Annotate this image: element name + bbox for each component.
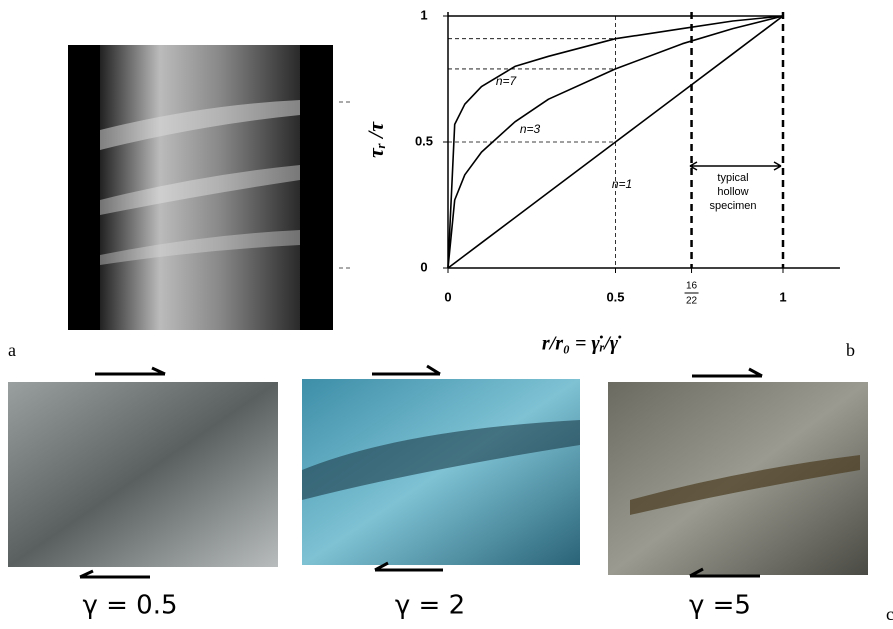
- curve: [447, 15, 784, 269]
- y-axis-label: τᵣ /τ: [363, 121, 388, 158]
- caption: γ = 2: [395, 591, 465, 621]
- y-tick-label: 0.5: [415, 133, 433, 148]
- annotation: specimen: [709, 200, 756, 212]
- panel-label: b: [846, 340, 855, 360]
- svg-text:16: 16: [686, 281, 698, 292]
- specimen-photo: [68, 45, 351, 330]
- x-tick-label: 1: [779, 289, 786, 304]
- caption: γ =5: [689, 591, 751, 621]
- curve: [447, 15, 784, 269]
- curve: [447, 15, 784, 269]
- micrographs: [8, 364, 868, 579]
- x-tick-label: 0.5: [606, 289, 624, 304]
- caption: γ = 0.5: [82, 591, 177, 621]
- y-tick-label: 1: [420, 7, 427, 22]
- panel-label: a: [8, 340, 16, 360]
- series-label: n=1: [612, 177, 632, 191]
- series-label: n=7: [496, 74, 518, 88]
- y-tick-label: 0: [420, 259, 427, 274]
- span-arrow: [689, 161, 782, 171]
- x-axis-label: r/r₀ = γ̇ᵣ/γ̇: [542, 333, 622, 355]
- x-tick-label: 0: [444, 289, 451, 304]
- svg-text:22: 22: [686, 296, 698, 307]
- annotation: typical: [717, 172, 748, 184]
- annotation: hollow: [717, 186, 748, 198]
- series-label: n=3: [520, 122, 541, 136]
- panel-label: c: [886, 604, 893, 624]
